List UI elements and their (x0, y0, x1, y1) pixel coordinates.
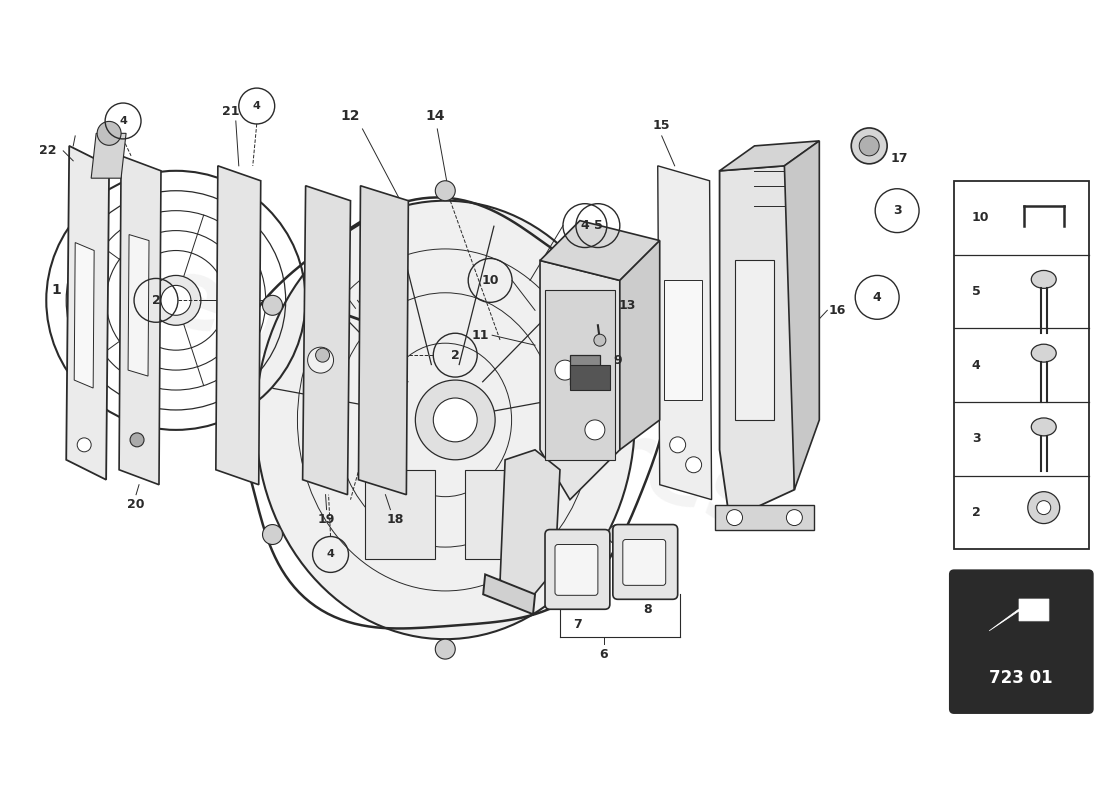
Text: 9: 9 (614, 354, 623, 366)
Circle shape (316, 348, 330, 362)
Text: 5: 5 (594, 219, 603, 232)
Text: 14: 14 (426, 109, 446, 123)
Text: 18: 18 (387, 513, 404, 526)
Text: 19: 19 (318, 513, 336, 526)
Text: 22: 22 (39, 144, 56, 158)
Text: 10: 10 (482, 274, 499, 287)
Text: 4: 4 (253, 101, 261, 111)
Text: a passion for parts since 1985: a passion for parts since 1985 (354, 541, 606, 558)
Bar (954, 181, 1089, 550)
Circle shape (851, 128, 887, 164)
Polygon shape (500, 450, 560, 599)
FancyBboxPatch shape (950, 570, 1092, 713)
Text: 3: 3 (893, 204, 901, 217)
Text: 12: 12 (341, 109, 361, 123)
Polygon shape (719, 166, 800, 519)
Bar (465, 470, 535, 559)
Text: 4: 4 (327, 550, 334, 559)
Polygon shape (540, 261, 619, 500)
Text: 21: 21 (222, 105, 240, 118)
Polygon shape (989, 599, 1049, 631)
Text: 11: 11 (472, 329, 488, 342)
Text: 6: 6 (600, 648, 608, 661)
Text: 3: 3 (972, 432, 980, 446)
Circle shape (433, 398, 477, 442)
Text: 16: 16 (828, 304, 846, 317)
Text: 4: 4 (972, 358, 981, 372)
Polygon shape (784, 141, 820, 490)
Text: 8: 8 (644, 602, 652, 616)
Polygon shape (119, 156, 161, 485)
Text: 4: 4 (872, 291, 881, 304)
Circle shape (1027, 492, 1059, 523)
FancyBboxPatch shape (613, 525, 678, 599)
Bar (365, 470, 436, 559)
Text: 723 01: 723 01 (990, 669, 1053, 687)
Text: 4: 4 (119, 116, 126, 126)
Text: 4: 4 (581, 219, 590, 232)
Text: 13: 13 (618, 299, 636, 312)
Circle shape (263, 525, 283, 545)
Text: 2: 2 (152, 294, 161, 307)
Bar (570, 365, 609, 390)
Polygon shape (302, 186, 351, 494)
Ellipse shape (1032, 418, 1056, 436)
Text: 15: 15 (653, 119, 671, 133)
Circle shape (130, 433, 144, 447)
Circle shape (416, 380, 495, 460)
Ellipse shape (1032, 270, 1056, 288)
Polygon shape (570, 355, 600, 385)
Text: 7: 7 (573, 618, 582, 630)
FancyBboxPatch shape (544, 530, 609, 610)
Circle shape (436, 639, 455, 659)
Circle shape (594, 334, 606, 346)
Polygon shape (540, 221, 660, 281)
Text: 2: 2 (451, 349, 460, 362)
Circle shape (97, 122, 121, 146)
Ellipse shape (255, 201, 635, 639)
Text: 17: 17 (890, 152, 908, 166)
Polygon shape (66, 146, 109, 480)
Polygon shape (91, 134, 127, 178)
FancyBboxPatch shape (556, 545, 598, 595)
Circle shape (161, 286, 191, 315)
Ellipse shape (1032, 344, 1056, 362)
Text: 5: 5 (972, 285, 981, 298)
Polygon shape (483, 574, 535, 614)
Circle shape (585, 420, 605, 440)
Polygon shape (216, 166, 261, 485)
Circle shape (263, 295, 283, 315)
Polygon shape (619, 241, 660, 450)
Circle shape (685, 457, 702, 473)
FancyBboxPatch shape (623, 539, 666, 586)
Bar (663, 281, 702, 400)
Circle shape (608, 525, 628, 545)
Circle shape (77, 438, 91, 452)
Polygon shape (359, 186, 408, 494)
Polygon shape (128, 234, 148, 376)
Polygon shape (719, 141, 820, 170)
Circle shape (727, 510, 742, 526)
Bar (715, 505, 814, 530)
Circle shape (151, 275, 201, 326)
Circle shape (1037, 501, 1050, 514)
Circle shape (308, 347, 333, 373)
Text: euRoSpares: euRoSpares (148, 248, 777, 552)
Circle shape (786, 510, 802, 526)
Text: 1: 1 (52, 283, 62, 298)
Bar (544, 290, 615, 460)
Circle shape (608, 295, 628, 315)
Text: 2: 2 (972, 506, 981, 519)
Polygon shape (658, 166, 712, 500)
Text: 20: 20 (128, 498, 145, 511)
Polygon shape (74, 242, 95, 388)
Circle shape (556, 360, 575, 380)
Text: 10: 10 (972, 211, 989, 224)
Bar (735, 261, 774, 420)
Circle shape (670, 437, 685, 453)
Circle shape (436, 181, 455, 201)
Circle shape (859, 136, 879, 156)
